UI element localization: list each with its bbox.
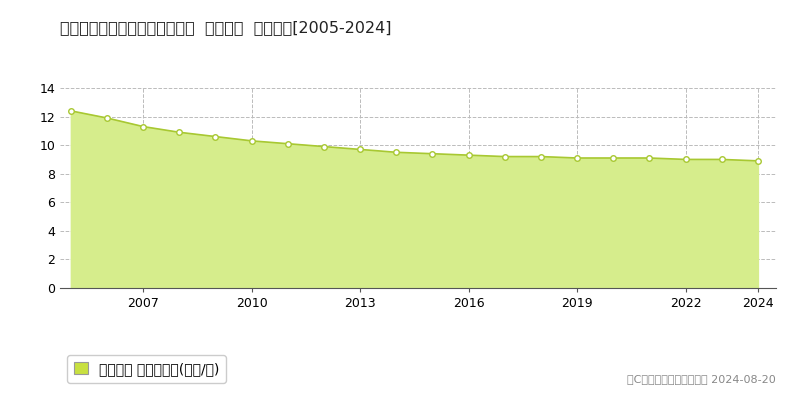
Text: （C）土地価格ドットコム 2024-08-20: （C）土地価格ドットコム 2024-08-20: [627, 374, 776, 384]
Text: 新潟県阿賀野市緑岡３番８６外  地価公示  地価推移[2005-2024]: 新潟県阿賀野市緑岡３番８６外 地価公示 地価推移[2005-2024]: [60, 20, 391, 35]
Legend: 地価公示 平均坪単価(万円/坪): 地価公示 平均坪単価(万円/坪): [67, 355, 226, 383]
